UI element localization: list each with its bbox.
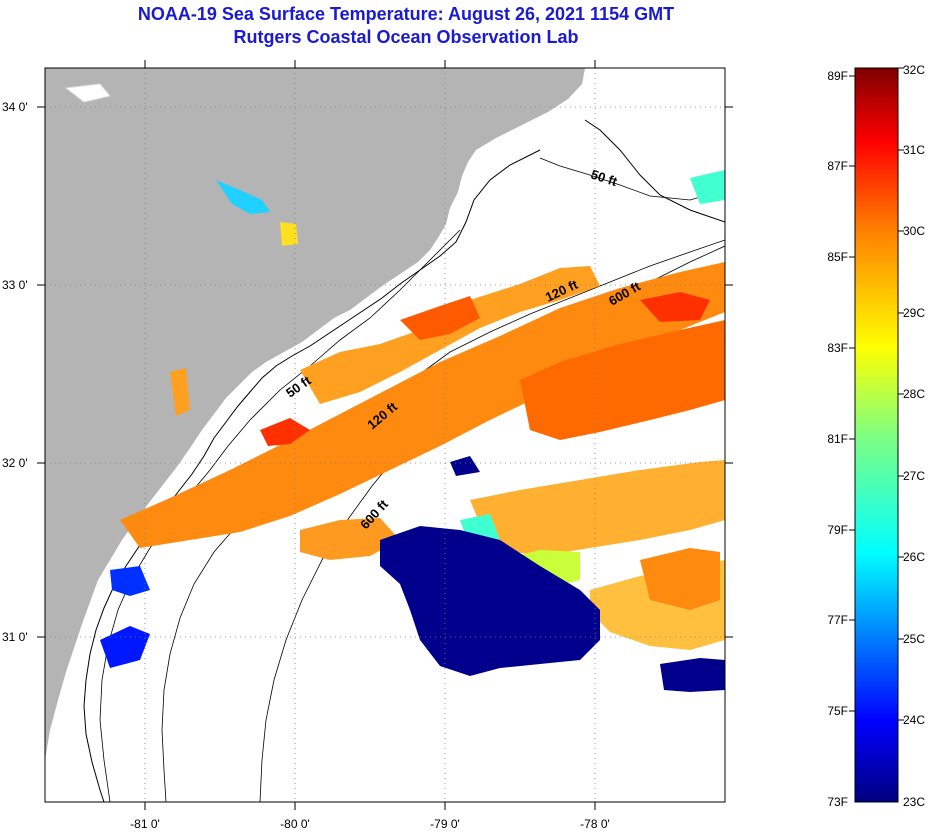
isobath-50ft bbox=[99, 157, 725, 802]
lat-tick-label: 33 0' bbox=[2, 278, 28, 292]
land-mass bbox=[45, 68, 585, 760]
colorbar-f-label: 79F bbox=[827, 523, 848, 537]
colorbar-f-label: 73F bbox=[827, 795, 848, 809]
lat-tick-label: 32 0' bbox=[2, 456, 28, 470]
colorbar-c-label: 29C bbox=[903, 306, 925, 320]
colorbar-ticks bbox=[849, 67, 904, 721]
colorbar-f-label: 75F bbox=[827, 704, 848, 718]
sst-data bbox=[64, 83, 725, 692]
colorbar-c-label: 27C bbox=[903, 469, 925, 483]
coastline bbox=[83, 119, 725, 802]
lon-tick-label: -79 0' bbox=[430, 817, 460, 831]
lon-tick-label: -81 0' bbox=[130, 817, 160, 831]
lon-tick-label: -78 0' bbox=[580, 817, 610, 831]
colorbar-c-label: 23C bbox=[903, 795, 925, 809]
colorbar-c-label: 26C bbox=[903, 550, 925, 564]
colorbar bbox=[854, 67, 899, 803]
colorbar-f-label: 81F bbox=[827, 432, 848, 446]
colorbar-c-label: 30C bbox=[903, 224, 925, 238]
colorbar-f-label: 83F bbox=[827, 341, 848, 355]
colorbar-f-label: 77F bbox=[827, 613, 848, 627]
colorbar-c-label: 32C bbox=[903, 63, 925, 77]
map-subtitle: Rutgers Coastal Ocean Observation Lab bbox=[233, 27, 579, 47]
colorbar-f-label: 89F bbox=[827, 69, 848, 83]
lat-tick-label: 34 0' bbox=[2, 100, 28, 114]
axis-ticks bbox=[37, 60, 733, 810]
map-frame bbox=[44, 67, 726, 803]
colorbar-f-label: 87F bbox=[827, 159, 848, 173]
colorbar-f-label: 85F bbox=[827, 250, 848, 264]
graticule bbox=[45, 68, 725, 802]
colorbar-c-label: 25C bbox=[903, 632, 925, 646]
colorbar-c-label: 31C bbox=[903, 143, 925, 157]
lat-tick-label: 31 0' bbox=[2, 630, 28, 644]
map-title: NOAA-19 Sea Surface Temperature: August … bbox=[137, 4, 675, 24]
colorbar-c-label: 28C bbox=[903, 387, 925, 401]
lon-tick-label: -80 0' bbox=[280, 817, 310, 831]
colorbar-c-label: 24C bbox=[903, 713, 925, 727]
